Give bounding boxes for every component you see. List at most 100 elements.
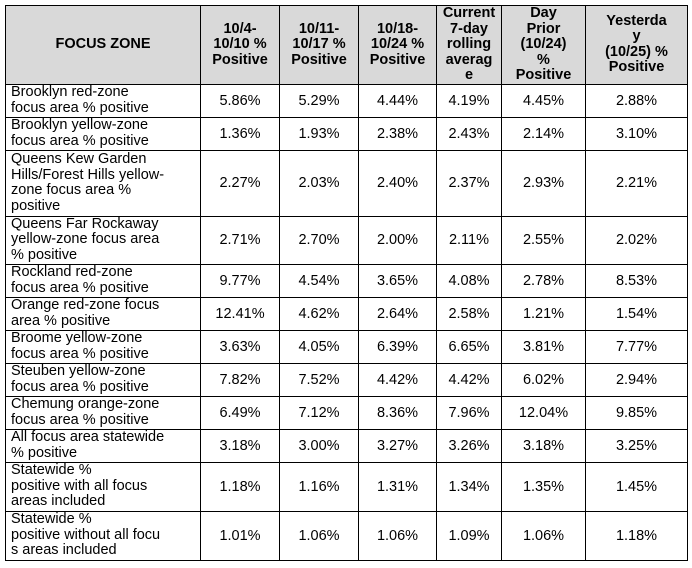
table-cell: 7.52% <box>279 362 359 397</box>
table-cell: 4.45% <box>501 83 586 118</box>
table-cell: 4.05% <box>279 329 359 364</box>
table-cell: 4.19% <box>436 83 502 118</box>
table-cell: 2.27% <box>200 149 280 217</box>
table-cell: 2.88% <box>585 83 688 118</box>
table-cell: 3.10% <box>585 116 688 151</box>
table-cell: 4.08% <box>436 263 502 298</box>
table-row: Queens Far Rockaway yellow-zone focus ar… <box>5 215 688 265</box>
table-row: Brooklyn red-zone focus area % positive 5… <box>5 83 688 118</box>
focus-zone-table: FOCUS ZONE 10/4- 10/10 % Positive 10/11-… <box>5 5 688 561</box>
table-cell: 2.55% <box>501 215 586 265</box>
table-cell: 8.53% <box>585 263 688 298</box>
header-week-1: 10/4- 10/10 % Positive <box>200 5 280 85</box>
table-cell: 3.26% <box>436 428 502 463</box>
table-row: Queens Kew Garden Hills/Forest Hills yel… <box>5 149 688 217</box>
table-cell: 1.36% <box>200 116 280 151</box>
table-cell: 7.82% <box>200 362 280 397</box>
table-row: Broome yellow-zone focus area % positive… <box>5 329 688 364</box>
table-cell: 4.44% <box>358 83 437 118</box>
table-row: Orange red-zone focus area % positive 12.… <box>5 296 688 331</box>
table-cell: 6.02% <box>501 362 586 397</box>
table-cell: 9.85% <box>585 395 688 430</box>
table-cell: 3.81% <box>501 329 586 364</box>
row-label: Rockland red-zone focus area % positive <box>5 263 201 298</box>
table-cell: 9.77% <box>200 263 280 298</box>
table-cell: 2.38% <box>358 116 437 151</box>
table-cell: 1.18% <box>585 510 688 561</box>
table-cell: 1.06% <box>358 510 437 561</box>
table-cell: 1.21% <box>501 296 586 331</box>
header-week-3: 10/18- 10/24 % Positive <box>358 5 437 85</box>
table-cell: 1.06% <box>501 510 586 561</box>
header-week-2: 10/11- 10/17 % Positive <box>279 5 359 85</box>
table-cell: 2.64% <box>358 296 437 331</box>
row-label: All focus area statewide % positive <box>5 428 201 463</box>
table-cell: 3.25% <box>585 428 688 463</box>
table-cell: 7.96% <box>436 395 502 430</box>
table-cell: 1.45% <box>585 461 688 512</box>
table-row: All focus area statewide % positive 3.18%… <box>5 428 688 463</box>
table-cell: 3.18% <box>501 428 586 463</box>
row-label: Statewide % positive with all focus area… <box>5 461 201 512</box>
table-cell: 2.11% <box>436 215 502 265</box>
table-cell: 6.65% <box>436 329 502 364</box>
table-cell: 6.39% <box>358 329 437 364</box>
table-cell: 7.12% <box>279 395 359 430</box>
table-cell: 1.06% <box>279 510 359 561</box>
table-cell: 1.09% <box>436 510 502 561</box>
row-label: Steuben yellow-zone focus area % positiv… <box>5 362 201 397</box>
table-row: Statewide % positive with all focus area… <box>5 461 688 512</box>
table-cell: 2.21% <box>585 149 688 217</box>
table-cell: 3.63% <box>200 329 280 364</box>
table-cell: 2.00% <box>358 215 437 265</box>
table-cell: 1.16% <box>279 461 359 512</box>
header-row: FOCUS ZONE 10/4- 10/10 % Positive 10/11-… <box>5 5 688 85</box>
table-row: Brooklyn yellow-zone focus area % positi… <box>5 116 688 151</box>
table-cell: 2.71% <box>200 215 280 265</box>
table-cell: 1.93% <box>279 116 359 151</box>
table-header: FOCUS ZONE 10/4- 10/10 % Positive 10/11-… <box>5 5 688 85</box>
table-cell: 3.65% <box>358 263 437 298</box>
header-day-prior: Day Prior (10/24) % Positive <box>501 5 586 85</box>
table-cell: 2.94% <box>585 362 688 397</box>
table-cell: 3.00% <box>279 428 359 463</box>
table-cell: 2.37% <box>436 149 502 217</box>
table-cell: 2.93% <box>501 149 586 217</box>
table-cell: 1.31% <box>358 461 437 512</box>
table-cell: 3.18% <box>200 428 280 463</box>
table-cell: 1.01% <box>200 510 280 561</box>
table-cell: 2.02% <box>585 215 688 265</box>
table-cell: 4.54% <box>279 263 359 298</box>
table-cell: 12.41% <box>200 296 280 331</box>
header-rolling-average: Current 7-day rolling averag e <box>436 5 502 85</box>
table-cell: 1.54% <box>585 296 688 331</box>
row-label: Orange red-zone focus area % positive <box>5 296 201 331</box>
table-cell: 6.49% <box>200 395 280 430</box>
row-label: Queens Far Rockaway yellow-zone focus ar… <box>5 215 201 265</box>
table-cell: 4.42% <box>358 362 437 397</box>
row-label: Broome yellow-zone focus area % positive <box>5 329 201 364</box>
table-row: Steuben yellow-zone focus area % positiv… <box>5 362 688 397</box>
table-cell: 1.18% <box>200 461 280 512</box>
row-label: Queens Kew Garden Hills/Forest Hills yel… <box>5 149 201 217</box>
table-cell: 2.70% <box>279 215 359 265</box>
table-cell: 4.62% <box>279 296 359 331</box>
table-row: Rockland red-zone focus area % positive 9… <box>5 263 688 298</box>
header-focus-zone: FOCUS ZONE <box>5 5 201 85</box>
table-cell: 2.40% <box>358 149 437 217</box>
table-cell: 7.77% <box>585 329 688 364</box>
table-body: Brooklyn red-zone focus area % positive 5… <box>5 83 688 561</box>
table-cell: 4.42% <box>436 362 502 397</box>
table-row: Statewide % positive without all focu s … <box>5 510 688 561</box>
table-cell: 5.86% <box>200 83 280 118</box>
table-cell: 2.14% <box>501 116 586 151</box>
table-cell: 12.04% <box>501 395 586 430</box>
table-cell: 2.78% <box>501 263 586 298</box>
table-cell: 5.29% <box>279 83 359 118</box>
table-cell: 3.27% <box>358 428 437 463</box>
header-yesterday: Yesterda y (10/25) % Positive <box>585 5 688 85</box>
table-cell: 1.35% <box>501 461 586 512</box>
table-cell: 2.03% <box>279 149 359 217</box>
row-label: Chemung orange-zone focus area % positiv… <box>5 395 201 430</box>
row-label: Brooklyn red-zone focus area % positive <box>5 83 201 118</box>
